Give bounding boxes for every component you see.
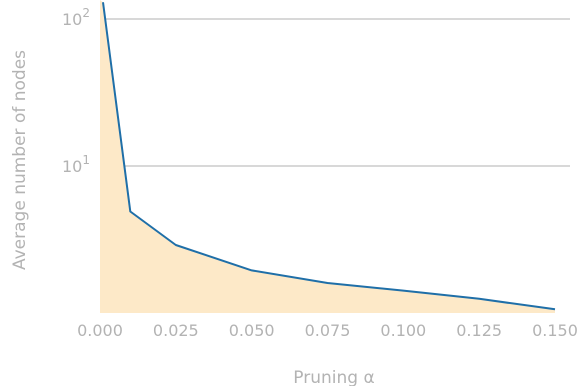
x-tick-label: 0.075 bbox=[305, 321, 351, 340]
line-layer bbox=[102, 2, 556, 311]
series-line bbox=[102, 2, 556, 311]
x-tick-label: 0.025 bbox=[153, 321, 199, 340]
x-axis-title: Pruning α bbox=[293, 368, 374, 386]
grid-layer bbox=[100, 18, 570, 167]
series-area bbox=[100, 0, 555, 313]
x-tick-label: 0.050 bbox=[229, 321, 275, 340]
y-tick-label: 101 bbox=[62, 153, 90, 176]
x-tick-label: 0.150 bbox=[532, 321, 578, 340]
x-tick-label: 0.125 bbox=[456, 321, 502, 340]
y-tick-labels: 101 102 bbox=[62, 6, 90, 176]
area-layer bbox=[100, 0, 555, 313]
x-tick-label: 0.100 bbox=[380, 321, 426, 340]
x-tick-labels: 0.000 0.025 0.050 0.075 0.100 0.125 0.150 bbox=[77, 321, 578, 340]
y-axis-title: Average number of nodes bbox=[10, 50, 30, 270]
x-tick-label: 0.000 bbox=[77, 321, 123, 340]
y-tick-label: 102 bbox=[62, 6, 90, 29]
